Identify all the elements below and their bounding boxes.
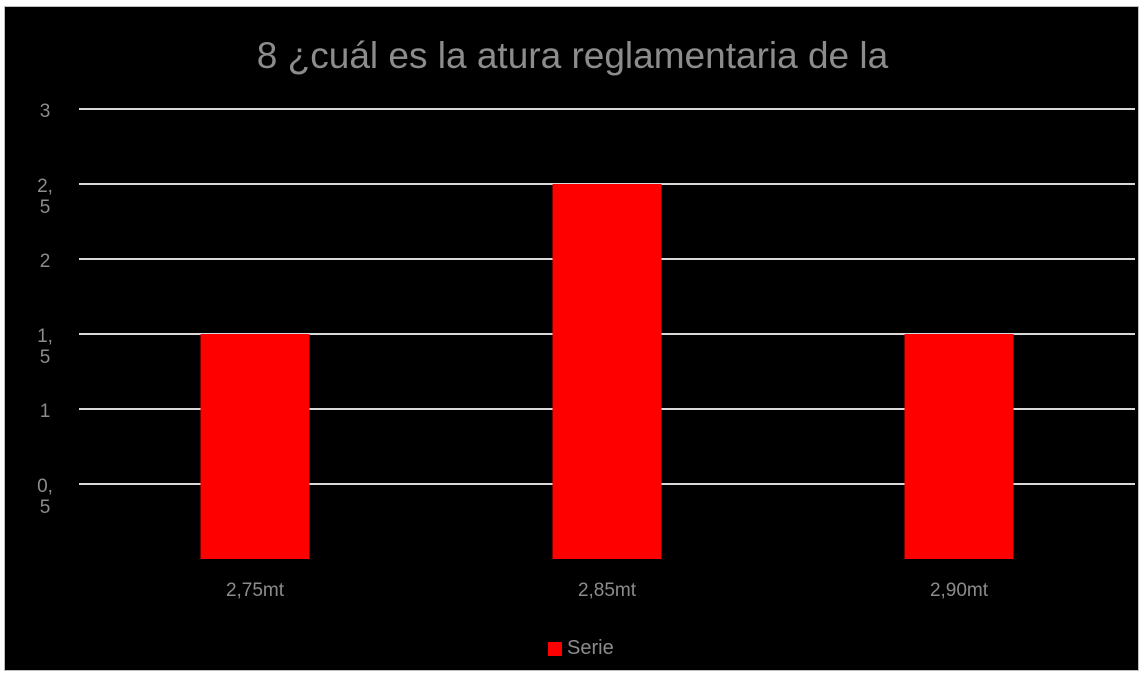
y-tick-label: 2 [40, 251, 51, 272]
x-category-label: 2,75mt [226, 580, 285, 601]
chart-title: 8 ¿cuál es la atura reglamentaria de la [256, 35, 889, 76]
y-tick-label: 3 [40, 101, 51, 122]
y-tick-label: 2, 5 [37, 176, 53, 218]
bar [552, 184, 662, 559]
bar [904, 334, 1014, 559]
x-category-label: 2,85mt [578, 580, 637, 601]
plot-area: 3 2, 5 2 1, 5 1 0, 5 2,75mt 2,85mt 2,90mt [37, 101, 1135, 601]
chart-area: 8 ¿cuál es la atura reglamentaria de la … [4, 6, 1139, 671]
bar [200, 334, 310, 559]
y-tick-label: 1 [40, 401, 51, 422]
legend: Serie [548, 637, 614, 660]
x-category-label: 2,90mt [930, 580, 989, 601]
legend-swatch [548, 641, 562, 656]
y-tick-label: 1, 5 [37, 326, 53, 368]
y-tick-label: 0, 5 [37, 476, 53, 518]
legend-label: Serie [567, 637, 614, 659]
